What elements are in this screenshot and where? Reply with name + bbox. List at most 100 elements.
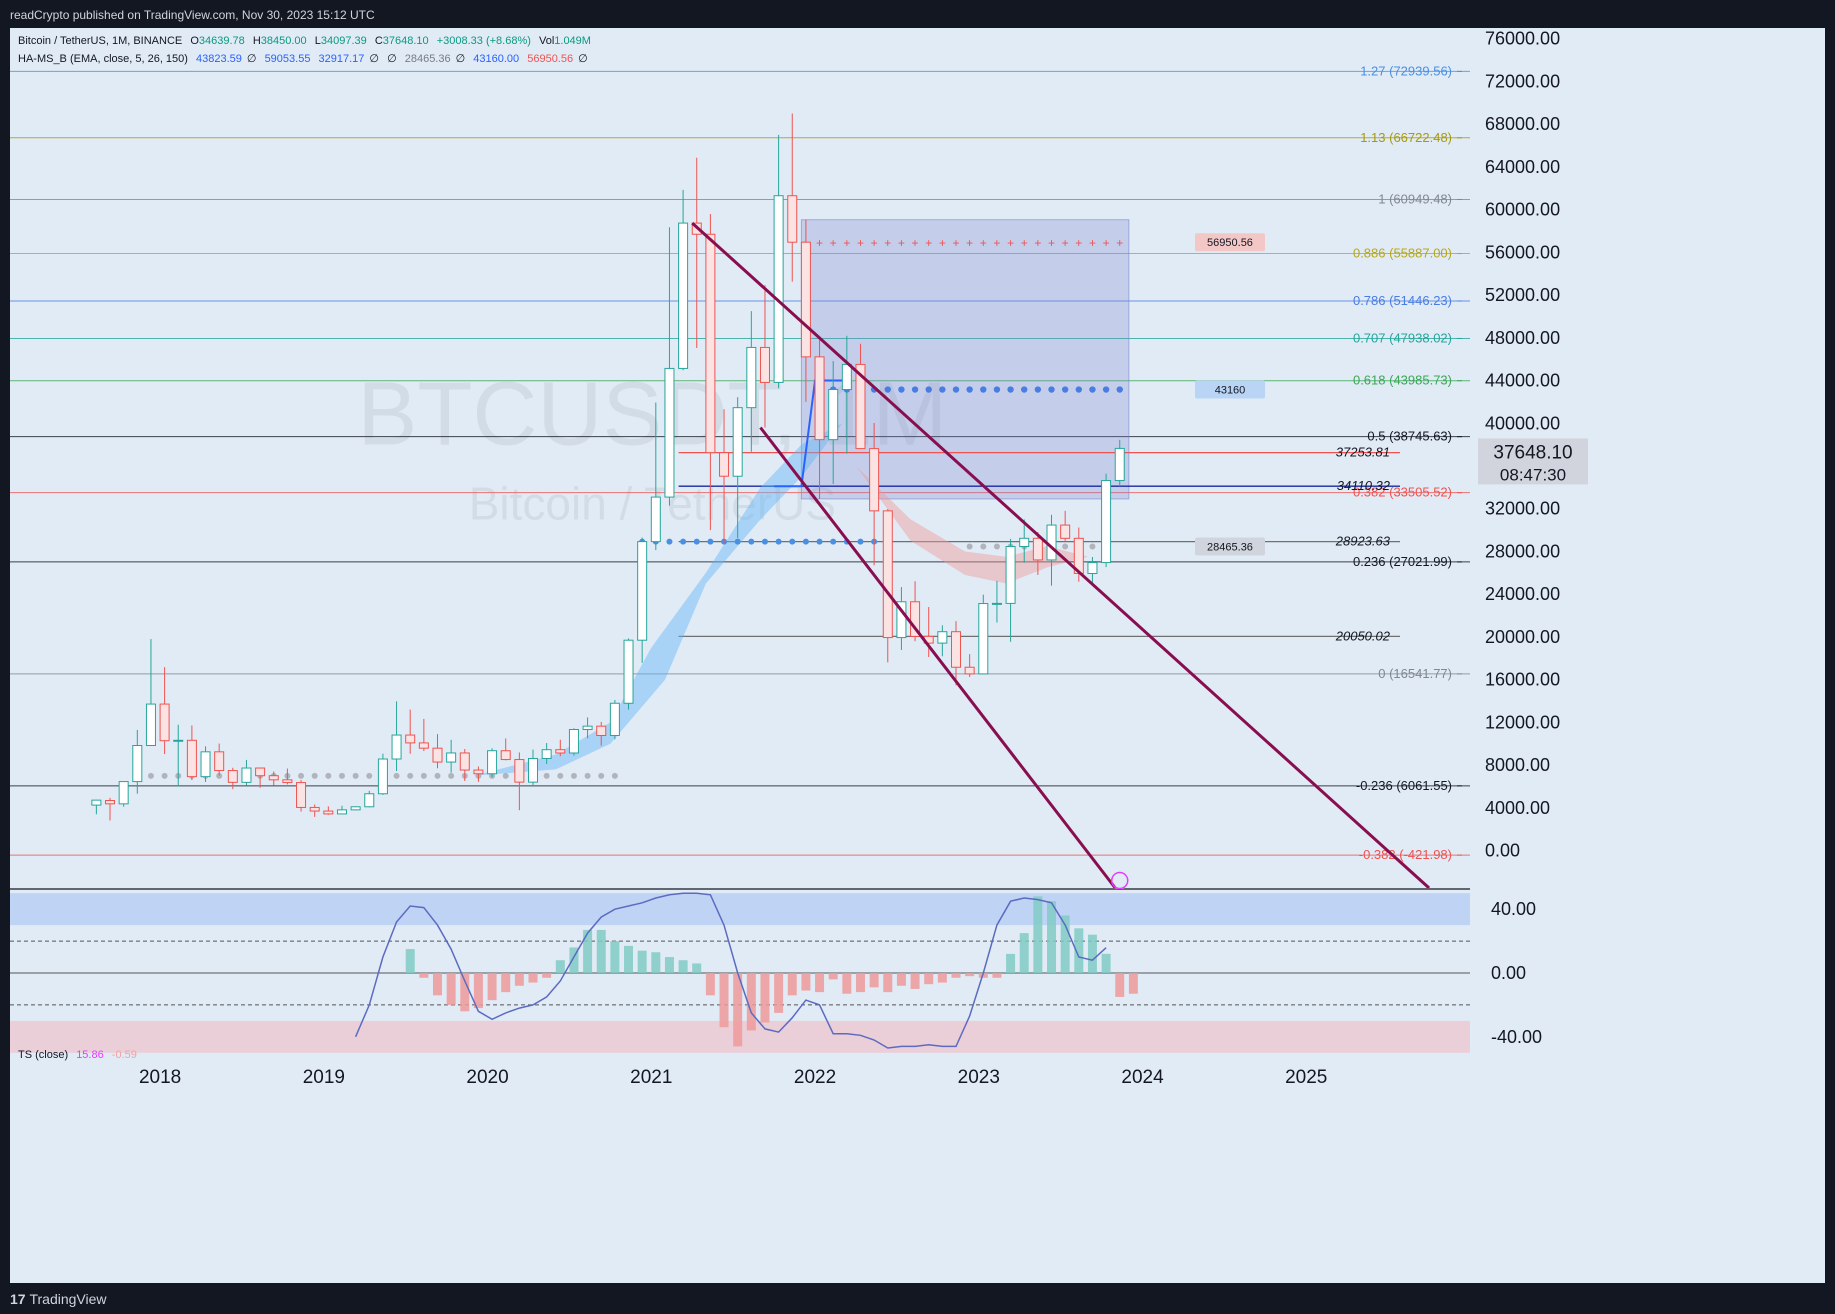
legend-low: 34097.39 (320, 35, 367, 47)
candle-body (145, 703, 156, 747)
publish-info: readCrypto published on TradingView.com,… (10, 8, 375, 22)
candle (514, 752, 525, 811)
price-line-label: 28923.63 (1335, 534, 1391, 549)
candle (145, 639, 156, 747)
ts-histogram-bar (1033, 896, 1043, 973)
fib-level-label: 0.618 (43985.73) (1353, 373, 1452, 388)
level-dot (1062, 543, 1069, 550)
candle-body (950, 631, 962, 668)
candle (678, 189, 689, 371)
ts-value: 15.86 (76, 1049, 104, 1061)
level-dot (147, 772, 154, 779)
candle (391, 701, 402, 772)
candle-body (377, 758, 388, 795)
price-axis-label: 72000.00 (1485, 71, 1560, 91)
price-axis-label: 76000.00 (1485, 29, 1560, 49)
level-dot (543, 772, 550, 779)
level-dot (502, 772, 509, 779)
candle (296, 779, 307, 812)
ts-histogram-bar (855, 973, 865, 993)
level-dot (161, 772, 168, 779)
candle (364, 790, 375, 808)
level-plus: + (843, 236, 850, 250)
level-plus: + (1075, 236, 1082, 250)
candle-body (528, 757, 539, 783)
ts-histogram-bar (842, 973, 852, 994)
ts-histogram-bar (924, 973, 934, 985)
candle (186, 725, 197, 781)
fib-level-label: 0.382 (33505.52) (1353, 485, 1452, 500)
ts-histogram-bar (760, 973, 770, 1023)
ts-histogram-bar (487, 973, 497, 1001)
price-axis-label: 4000.00 (1485, 798, 1550, 818)
level-tag (1195, 233, 1265, 252)
ts-histogram-bar (555, 960, 565, 973)
level-dot (1007, 386, 1014, 393)
legend-indicator-name[interactable]: HA-MS_B (EMA, close, 5, 26, 150) (18, 53, 188, 65)
candle (650, 402, 661, 551)
tradingview-logo-icon[interactable]: 17 TradingView (10, 1291, 107, 1307)
legend-ind-value: 28465.36 (404, 53, 451, 65)
level-dot (816, 538, 823, 545)
level-plus: + (966, 236, 973, 250)
current-price-badge (1478, 438, 1588, 485)
candle-body (241, 767, 252, 783)
price-axis-label: 44000.00 (1485, 371, 1560, 391)
candle-body (459, 752, 470, 771)
candle (473, 766, 484, 782)
price-line-label: 37253.81 (1336, 445, 1390, 460)
candle-body (719, 452, 730, 477)
time-axis-label: 2021 (630, 1067, 672, 1088)
level-dot (420, 772, 427, 779)
level-dot (1034, 386, 1042, 393)
level-dot (775, 538, 782, 545)
level-plus: + (993, 236, 1000, 250)
candle (882, 508, 893, 663)
legend-symbol[interactable]: Bitcoin / TetherUS, 1M, BINANCE (18, 35, 183, 47)
level-dot (1021, 386, 1028, 393)
candle-body (828, 389, 839, 441)
candle (664, 227, 675, 506)
candle-body (364, 793, 375, 808)
level-dot (693, 538, 700, 545)
level-dot (325, 772, 332, 779)
level-dot (298, 772, 305, 779)
level-dot (993, 386, 1001, 393)
candle-body (964, 666, 975, 675)
candle-body (282, 779, 293, 784)
level-dot (216, 772, 223, 779)
candle (528, 749, 539, 785)
level-dot (911, 386, 919, 393)
candle-body (678, 222, 689, 369)
indicator-legend: HA-MS_B (EMA, close, 5, 26, 150) 43823.5… (18, 53, 588, 65)
candle (869, 423, 880, 566)
fib-level-label: 0.236 (27021.99) (1353, 554, 1452, 569)
level-dot (925, 386, 932, 393)
ts-histogram-bar (528, 973, 538, 983)
legend-change: +3008.33 (+8.68%) (436, 35, 531, 47)
candle (118, 781, 129, 807)
candle-body (869, 448, 880, 512)
candle-body (568, 729, 579, 754)
channel-lower-line (759, 426, 1117, 889)
ts-name[interactable]: TS (close) (18, 1049, 69, 1061)
level-plus: + (1062, 236, 1069, 250)
price-axis-label: 40000.00 (1485, 413, 1560, 433)
ts-histogram-bar (869, 973, 879, 988)
candle-body (841, 363, 852, 391)
candle (159, 667, 170, 755)
candle-body (132, 745, 143, 783)
candle-body (800, 241, 811, 358)
level-dot (789, 538, 796, 545)
ts-legend: TS (close) 15.86 -0.59 (18, 1049, 137, 1061)
legend-close: 37648.10 (382, 35, 429, 47)
fib-level-label: 0.707 (47938.02) (1353, 330, 1452, 345)
candle (336, 805, 347, 815)
ts-histogram-bar (473, 973, 483, 1009)
candle (1060, 510, 1071, 543)
ts-histogram-bar (446, 973, 456, 1005)
level-plus: + (884, 236, 891, 250)
channel-upper-line (691, 221, 1431, 890)
candle (719, 409, 730, 543)
